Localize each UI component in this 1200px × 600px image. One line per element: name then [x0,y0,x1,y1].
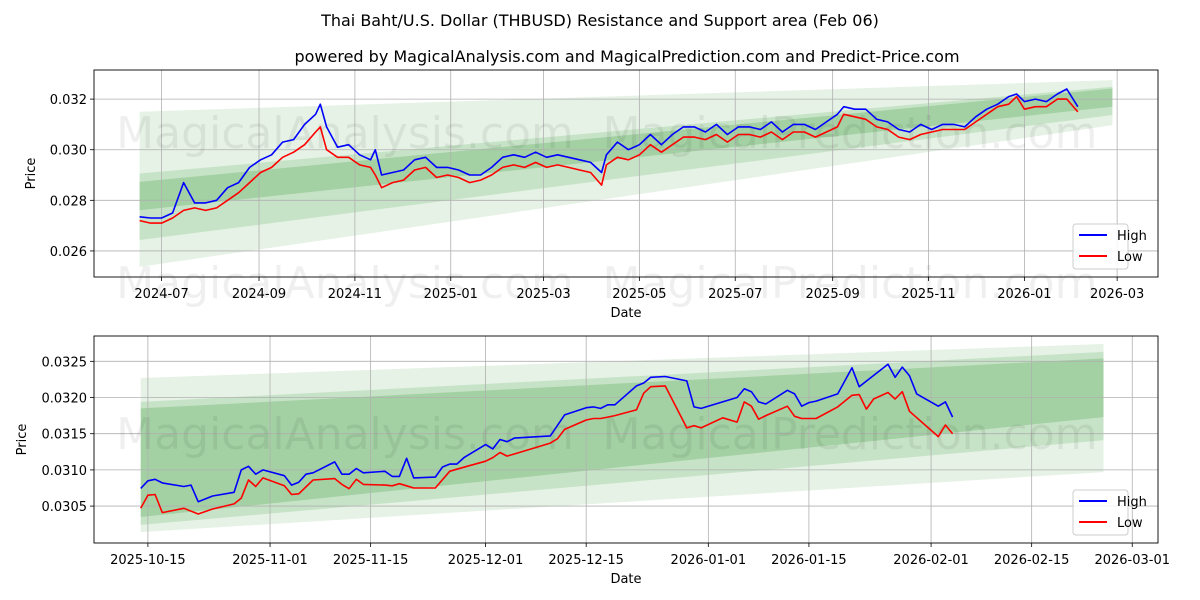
chart-subtitle: powered by MagicalAnalysis.com and Magic… [294,47,959,66]
y-tick-label: 0.0310 [42,464,88,479]
plot-frame [93,69,1159,278]
series-line-high [139,88,1079,219]
x-tick-label: 2026-02-01 [893,553,969,568]
x-tick-label: 2025-03 [516,287,570,302]
support-resistance-band [139,86,1113,241]
x-tick-label: 2025-01 [424,287,478,302]
watermark-text: MagicalAnalysis.com [116,409,574,460]
x-tick-label: 2025-12-15 [548,553,624,568]
x-tick-label: 2024-07 [134,287,188,302]
x-tick-label: 2025-10-15 [110,553,186,568]
x-tick-label: 2025-05 [612,287,666,302]
x-tick-label: 2025-11-01 [232,553,308,568]
x-tick-label: 2026-02-15 [994,553,1070,568]
x-tick-label: 2025-12-01 [448,553,524,568]
series-line-high [140,363,954,503]
legend-label-low: Low [1117,250,1143,265]
x-tick-label: 2025-09 [806,287,860,302]
x-tick-label: 2026-01-15 [771,553,847,568]
x-tick-label: 2025-11-15 [333,553,409,568]
x-axis-label: Date [610,572,641,587]
x-tick-label: 2026-01-01 [671,553,747,568]
series-line-low [139,95,1079,224]
y-tick-label: 0.030 [50,144,87,159]
watermark-text: MagicalPrediction.com [603,409,1098,460]
x-tick-label: 2025-11 [901,287,955,302]
y-tick-label: 0.0325 [42,355,88,370]
legend-label-high: High [1117,495,1147,510]
legend-label-low: Low [1117,516,1143,531]
y-tick-label: 0.0315 [42,428,88,443]
y-tick-label: 0.026 [50,245,87,260]
bottom-chart: 2025-10-15 2025-11-01 2025-11-15 2025-12-01… [15,335,1170,587]
y-tick-label: 0.0320 [42,392,88,407]
legend: High Low [1072,223,1147,270]
x-tick-label: 2026-01 [997,287,1051,302]
y-axis-label: Price [24,158,39,190]
watermark-text: MagicalPrediction.com [603,258,1098,309]
top-chart: 2024-07 2024-09 2024-11 2025-01 2025-03 2025-… [24,69,1159,321]
legend: High Low [1072,489,1147,536]
support-resistance-band [140,351,1104,525]
watermark-text: MagicalAnalysis.com [116,258,574,309]
x-axis-label: Date [610,306,641,321]
chart-title: Thai Baht/U.S. Dollar (THBUSD) Resistanc… [320,11,879,30]
support-resistance-band [140,358,1104,517]
x-tick-label: 2024-09 [232,287,286,302]
y-tick-label: 0.032 [50,93,87,108]
y-axis-label: Price [15,424,30,456]
series-line-low [139,385,954,515]
y-tick-label: 0.0305 [42,500,88,515]
x-tick-label: 2026-03-01 [1094,553,1170,568]
x-tick-label: 2025-07 [708,287,762,302]
x-tick-label: 2026-03 [1090,287,1144,302]
support-resistance-band [139,80,1113,267]
plot-frame [93,335,1159,544]
legend-label-high: High [1117,229,1147,244]
watermark-text: MagicalAnalysis.com [116,108,574,159]
y-tick-label: 0.028 [50,194,87,209]
x-tick-label: 2024-11 [328,287,382,302]
